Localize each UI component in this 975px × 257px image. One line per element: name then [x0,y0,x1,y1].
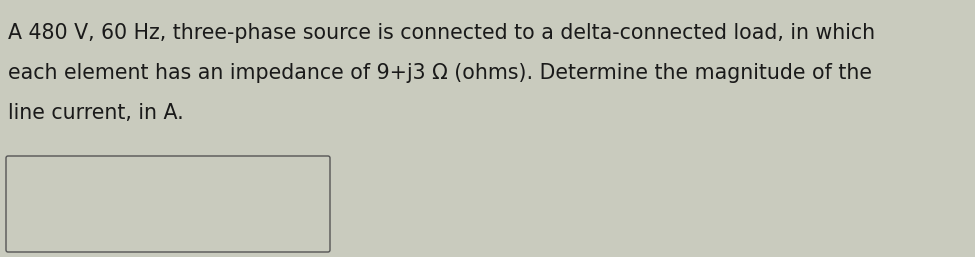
Text: each element has an impedance of 9+j3 Ω (ohms). Determine the magnitude of the: each element has an impedance of 9+j3 Ω … [8,63,872,83]
FancyBboxPatch shape [6,156,330,252]
Text: line current, in A.: line current, in A. [8,103,183,123]
Text: A 480 V, 60 Hz, three-phase source is connected to a delta-connected load, in wh: A 480 V, 60 Hz, three-phase source is co… [8,23,876,43]
